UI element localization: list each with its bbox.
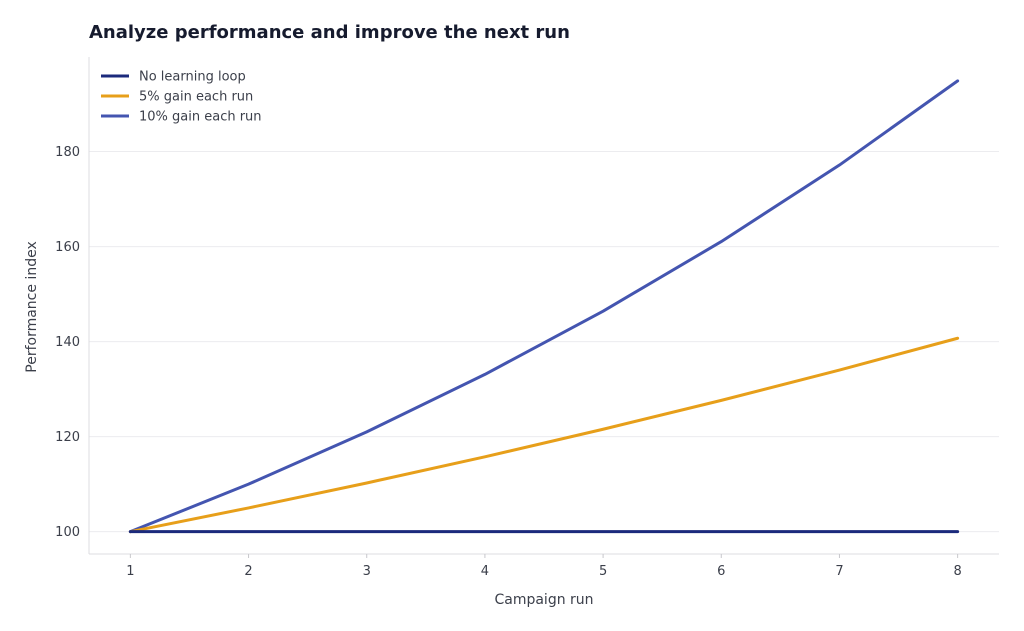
x-axis-title: Campaign run bbox=[494, 592, 593, 608]
y-tick-label-120: 120 bbox=[55, 430, 80, 445]
x-tick-label-7: 7 bbox=[835, 564, 843, 579]
legend-label-10-gain-each-run: 10% gain each run bbox=[139, 110, 262, 125]
series-line-10-gain-each-run bbox=[128, 79, 960, 534]
y-tick-label-160: 160 bbox=[55, 240, 80, 255]
y-tick-label-100: 100 bbox=[55, 525, 80, 540]
y-tick-label-180: 180 bbox=[55, 145, 80, 160]
x-tick-label-1: 1 bbox=[126, 564, 134, 579]
axes: 100 120 140 160 180 1 2 3 4 5 6 7 8 bbox=[55, 57, 999, 579]
x-tick-label-3: 3 bbox=[363, 564, 371, 579]
x-tick-label-8: 8 bbox=[953, 564, 961, 579]
legend-label-5-gain-each-run: 5% gain each run bbox=[139, 90, 253, 105]
x-tick-label-4: 4 bbox=[481, 564, 489, 579]
x-tick-label-5: 5 bbox=[599, 564, 607, 579]
y-tick-label-140: 140 bbox=[55, 335, 80, 350]
x-tick-label-2: 2 bbox=[244, 564, 252, 579]
series-line-5-gain-each-run bbox=[128, 336, 960, 534]
legend-label-no-learning-loop: No learning loop bbox=[139, 70, 246, 85]
chart-title: Analyze performance and improve the next… bbox=[89, 22, 570, 43]
y-axis-title: Performance index bbox=[24, 241, 40, 372]
x-tick-label-6: 6 bbox=[717, 564, 725, 579]
series-lines bbox=[128, 79, 960, 534]
legend: No learning loop 5% gain each run 10% gain… bbox=[101, 70, 262, 125]
